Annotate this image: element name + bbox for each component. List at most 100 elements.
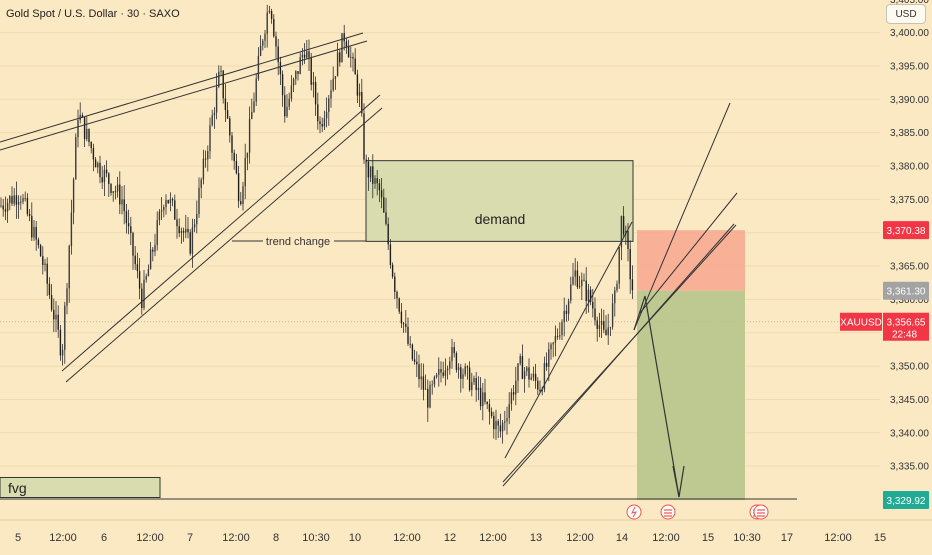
candle-body <box>207 151 209 160</box>
candle-body <box>488 404 491 412</box>
candle-body <box>521 356 524 379</box>
candle-body <box>53 309 55 320</box>
candle-body <box>471 382 473 390</box>
candle-body <box>539 389 541 392</box>
x-tick-label: 12:00 <box>222 532 250 544</box>
candle-body <box>171 199 174 201</box>
candle-body <box>64 305 66 350</box>
candle-body <box>508 404 510 419</box>
candle-body <box>308 51 310 58</box>
candle-body <box>592 301 594 309</box>
candle-body <box>506 418 508 422</box>
candle-body <box>182 230 185 233</box>
candle-body <box>90 142 92 149</box>
candle-body <box>556 336 559 337</box>
candle-body <box>6 202 9 212</box>
candle-body <box>611 303 614 327</box>
candle-body <box>248 118 251 153</box>
support-line <box>61 94 381 372</box>
candle-body <box>193 224 196 228</box>
candle-body <box>97 162 99 168</box>
candle-body <box>376 178 378 184</box>
projection-arrow <box>633 295 680 498</box>
candle-body <box>460 367 462 379</box>
candle-body <box>233 152 235 162</box>
candle-body <box>48 283 51 295</box>
candle-body <box>299 57 301 74</box>
candle-body <box>35 226 37 240</box>
candle-body <box>281 74 284 96</box>
candle-body <box>409 343 411 345</box>
candle-body <box>325 111 328 119</box>
candle-body <box>242 186 244 205</box>
y-tick-label: 3,395.00 <box>890 61 929 72</box>
candle-body <box>493 416 495 430</box>
candle-body <box>108 173 110 185</box>
candle-body <box>416 361 418 365</box>
price-tag-label: 3,361.30 <box>887 287 926 298</box>
candle-body <box>119 184 121 205</box>
candle-body <box>114 191 117 193</box>
candle-body <box>123 199 125 212</box>
candle-body <box>270 11 273 19</box>
currency-button[interactable]: USD <box>886 4 926 24</box>
candle-body <box>257 55 260 79</box>
candle-body <box>517 363 519 381</box>
candle-body <box>251 111 253 119</box>
candle-body <box>420 376 422 380</box>
candle-body <box>77 120 79 138</box>
candle-body <box>559 335 561 337</box>
candle-body <box>202 158 205 180</box>
candle-body <box>457 367 460 370</box>
candle-body <box>330 90 332 99</box>
candle-body <box>145 276 147 280</box>
x-tick-label: 5 <box>15 532 21 544</box>
candle-body <box>220 70 222 72</box>
x-tick-label: 12:00 <box>479 532 507 544</box>
candle-body <box>132 232 134 256</box>
candle-body <box>361 92 363 114</box>
candle-body <box>537 380 539 390</box>
price-tag-label: 3,370.38 <box>887 226 926 237</box>
price-tag-bg <box>883 491 929 510</box>
candle-body <box>149 249 152 270</box>
candle-body <box>339 52 341 63</box>
candle-body <box>374 178 376 184</box>
candle-body <box>385 212 387 224</box>
candle-body <box>50 294 53 310</box>
candle-body <box>290 85 293 99</box>
candle-body <box>94 159 97 168</box>
candle-body <box>224 98 227 111</box>
candle-body <box>66 288 68 306</box>
channel-line <box>633 102 731 331</box>
trend-change-label: trend change <box>266 236 330 248</box>
candle-body <box>61 349 64 356</box>
candle-body <box>572 276 574 285</box>
candle-body <box>57 314 59 330</box>
candle-body <box>81 115 84 118</box>
x-tick-label: 10 <box>349 532 361 544</box>
x-tick-label: 12:00 <box>136 532 164 544</box>
candle-body <box>303 54 306 58</box>
candle-body <box>255 78 257 102</box>
candle-body <box>372 166 374 184</box>
upper-trendline <box>0 32 364 143</box>
candle-body <box>561 322 563 336</box>
candle-body <box>497 421 499 426</box>
candle-body <box>495 421 497 430</box>
candle-body <box>468 367 471 390</box>
x-tick-label: 12:00 <box>652 532 680 544</box>
candle-body <box>523 371 526 379</box>
candle-body <box>578 286 581 288</box>
candle-body <box>453 347 455 354</box>
candle-body <box>180 230 183 234</box>
candle-body <box>365 159 367 162</box>
candle-body <box>609 326 612 328</box>
x-tick-label: 13 <box>530 532 542 544</box>
candle-body <box>178 226 180 234</box>
candle-body <box>163 207 165 211</box>
y-tick-label: 3,380.00 <box>890 162 929 173</box>
candle-body <box>438 369 440 375</box>
